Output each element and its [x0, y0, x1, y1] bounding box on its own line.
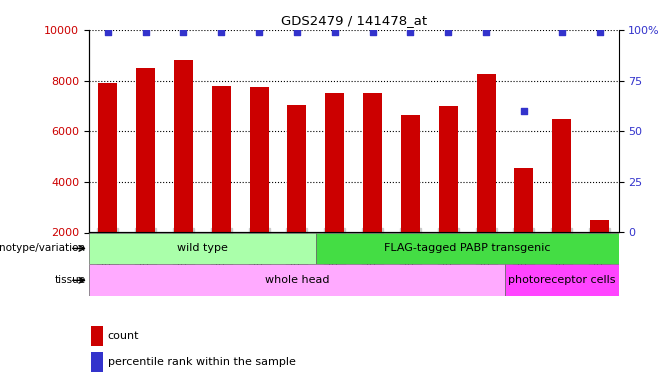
- Point: [330, 29, 340, 35]
- Title: GDS2479 / 141478_at: GDS2479 / 141478_at: [280, 15, 427, 27]
- Text: photoreceptor cells: photoreceptor cells: [508, 275, 615, 285]
- Point: [140, 29, 151, 35]
- Bar: [91, 352, 103, 372]
- FancyBboxPatch shape: [505, 264, 619, 296]
- Bar: [212, 86, 231, 283]
- Bar: [98, 83, 117, 283]
- Text: percentile rank within the sample: percentile rank within the sample: [107, 357, 295, 368]
- Point: [178, 29, 189, 35]
- Bar: [91, 326, 103, 346]
- Point: [405, 29, 416, 35]
- Point: [103, 29, 113, 35]
- Text: FLAG-tagged PABP transgenic: FLAG-tagged PABP transgenic: [384, 243, 551, 254]
- Bar: [325, 93, 344, 283]
- Text: wild type: wild type: [177, 243, 228, 254]
- Point: [481, 29, 492, 35]
- Bar: [136, 68, 155, 283]
- Point: [443, 29, 453, 35]
- Bar: [174, 60, 193, 283]
- Text: whole head: whole head: [265, 275, 329, 285]
- Point: [291, 29, 302, 35]
- Bar: [590, 220, 609, 283]
- FancyBboxPatch shape: [316, 232, 619, 264]
- FancyBboxPatch shape: [89, 264, 505, 296]
- Bar: [401, 115, 420, 283]
- Text: tissue: tissue: [55, 275, 86, 285]
- Point: [216, 29, 226, 35]
- Point: [594, 29, 605, 35]
- Bar: [552, 118, 571, 283]
- Bar: [476, 74, 495, 283]
- Point: [519, 108, 529, 114]
- FancyBboxPatch shape: [89, 232, 316, 264]
- Bar: [439, 106, 458, 283]
- Bar: [249, 87, 268, 283]
- Point: [557, 29, 567, 35]
- Bar: [363, 93, 382, 283]
- Text: count: count: [107, 331, 139, 341]
- Point: [254, 29, 265, 35]
- Bar: [288, 105, 307, 283]
- Text: genotype/variation: genotype/variation: [0, 243, 86, 254]
- Bar: [515, 168, 534, 283]
- Point: [367, 29, 378, 35]
